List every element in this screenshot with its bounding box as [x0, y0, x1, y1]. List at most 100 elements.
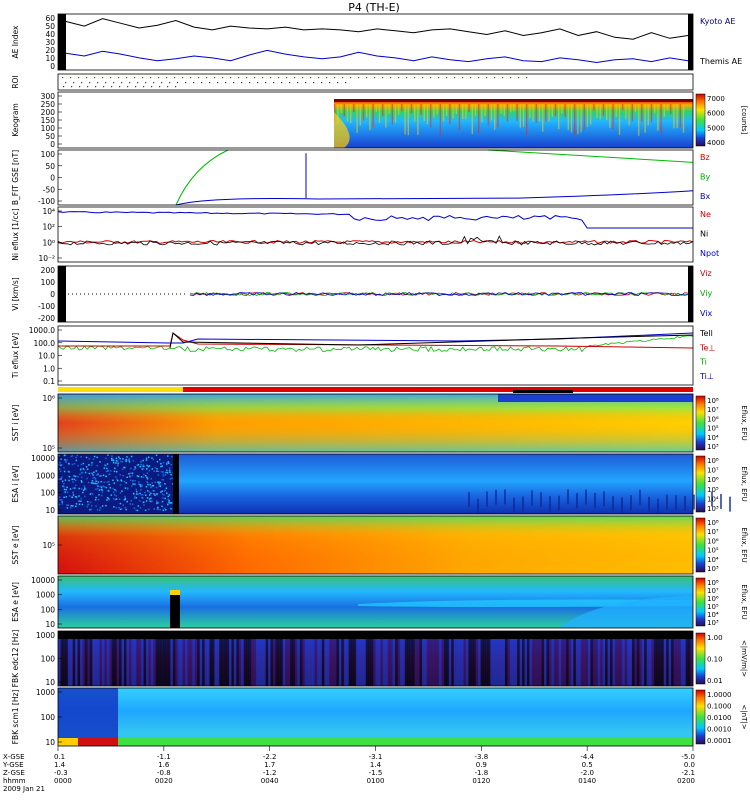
esa-i-noise [75, 459, 78, 462]
roi-dot [350, 77, 352, 79]
esa-i-noise [131, 503, 134, 506]
fbk-scm-ytick-label: 10 [45, 738, 55, 747]
roi-dot [366, 77, 368, 79]
fbk-edc-column [253, 639, 257, 686]
esa-i-noise [66, 504, 68, 506]
keogram-streak [676, 104, 678, 129]
keogram-streak [382, 104, 384, 117]
fbk-edc-column [583, 639, 586, 686]
esa-i-noise [136, 509, 139, 512]
esa-i-noise [125, 482, 127, 484]
fbk-edc-column [504, 639, 508, 686]
keogram-streak [388, 104, 390, 115]
esa-i-noise [141, 485, 143, 487]
fbk-edc-column [287, 639, 291, 686]
esa-i-frame [57, 453, 694, 515]
keogram-streak [673, 104, 675, 129]
esa-i-noise [74, 487, 76, 489]
keogram-colorbar-unit-text: [counts] [740, 106, 748, 135]
esa-i-noise [68, 495, 71, 497]
keogram-streak [554, 104, 557, 117]
keogram-streak [343, 104, 345, 117]
roi-dot [342, 77, 344, 79]
fbk-edc-column [629, 639, 633, 686]
esa-i-noise [160, 484, 162, 486]
roi-dot [454, 77, 456, 79]
esa-i-noise [143, 504, 145, 506]
axis-value: -2.2 [263, 753, 277, 761]
fbk-edc-column [136, 639, 139, 686]
fbk-scm-colorbar-tick: 0.0100 [707, 714, 732, 722]
keogram-streak [484, 104, 486, 117]
roi-dot [238, 77, 240, 79]
esa-i-noise [100, 488, 103, 491]
roi-dot [113, 82, 115, 84]
axis-value: -1.8 [474, 769, 488, 777]
sst-i-colorbar-tick: 10⁸ [707, 397, 719, 405]
esa-i-noise [122, 458, 124, 460]
esa-e-ylabel: ESA e [eV] [11, 582, 20, 622]
fbk-edc-column [473, 639, 476, 686]
roi-dot [198, 77, 200, 79]
fbk-edc-colorbar-tick: 1.00 [707, 634, 723, 642]
fbk-edc-column [465, 639, 469, 686]
keogram-streak [465, 104, 467, 120]
fbk-edc-column [202, 639, 205, 686]
esa-i-noise [155, 486, 158, 489]
fbk-edc-column [373, 639, 376, 686]
esa-i-noise [83, 495, 86, 498]
fbk-edc-column [585, 639, 589, 686]
esa-i-noise [135, 497, 138, 499]
roi-dot [241, 82, 243, 84]
esa-i-noise [101, 491, 104, 493]
esa-i-noise [115, 457, 118, 460]
fbk-edc-column [268, 639, 271, 686]
esa-i-noise [64, 479, 67, 481]
fbk-edc-column [595, 639, 599, 686]
roi-dot [214, 77, 216, 79]
esa-i-noise [132, 483, 134, 485]
roi-dot [422, 77, 424, 79]
esa-i-noise [58, 464, 60, 466]
esa-e-band [358, 599, 693, 607]
keogram-streak [654, 104, 656, 114]
fbk-edc-column [280, 639, 283, 686]
axis-value: -0.3 [54, 769, 68, 777]
esa-i-noise [75, 505, 77, 508]
esa-i-streak [576, 493, 578, 509]
esa-e-gap [170, 594, 180, 628]
esa-i-noise [113, 494, 116, 496]
esa-i-noise [113, 506, 115, 508]
esa-i-noise [117, 465, 119, 467]
esa-i-noise [64, 454, 67, 456]
density-ytick-label: 10⁰ [42, 238, 55, 247]
axis-value: 0020 [155, 777, 173, 785]
keogram-streak [660, 104, 662, 134]
keogram-streak [599, 104, 601, 120]
fbk-edc-column [375, 639, 379, 686]
fbk-edc-column [673, 639, 677, 686]
keogram-ytick-label: 0 [50, 140, 55, 149]
fbk-edc-column [404, 639, 408, 686]
density-ytick-label: 10² [42, 223, 55, 232]
esa-i-noise [131, 472, 134, 474]
fbk-edc-column [365, 639, 369, 686]
fbk-edc-column [270, 639, 274, 686]
esa-i-noise [151, 485, 154, 487]
keogram-streak [641, 104, 643, 122]
esa-i-noise [142, 459, 144, 462]
esa-i-ytick-label: 1000 [36, 471, 55, 480]
esa-i-noise [80, 463, 83, 466]
esa-i-noise [102, 474, 105, 477]
esa-i-noise [146, 472, 149, 474]
esa-i-noise [147, 456, 150, 458]
roi-dot [95, 86, 97, 88]
esa-i-noise [150, 485, 152, 488]
esa-i-noise [105, 464, 107, 467]
esa-i-noise [58, 496, 61, 498]
fbk-edc-column [627, 639, 630, 686]
fbk-edc-column [592, 639, 596, 686]
esa-i-noise [96, 456, 98, 459]
esa-i-noise [120, 508, 123, 510]
esa-i-noise [136, 464, 139, 466]
